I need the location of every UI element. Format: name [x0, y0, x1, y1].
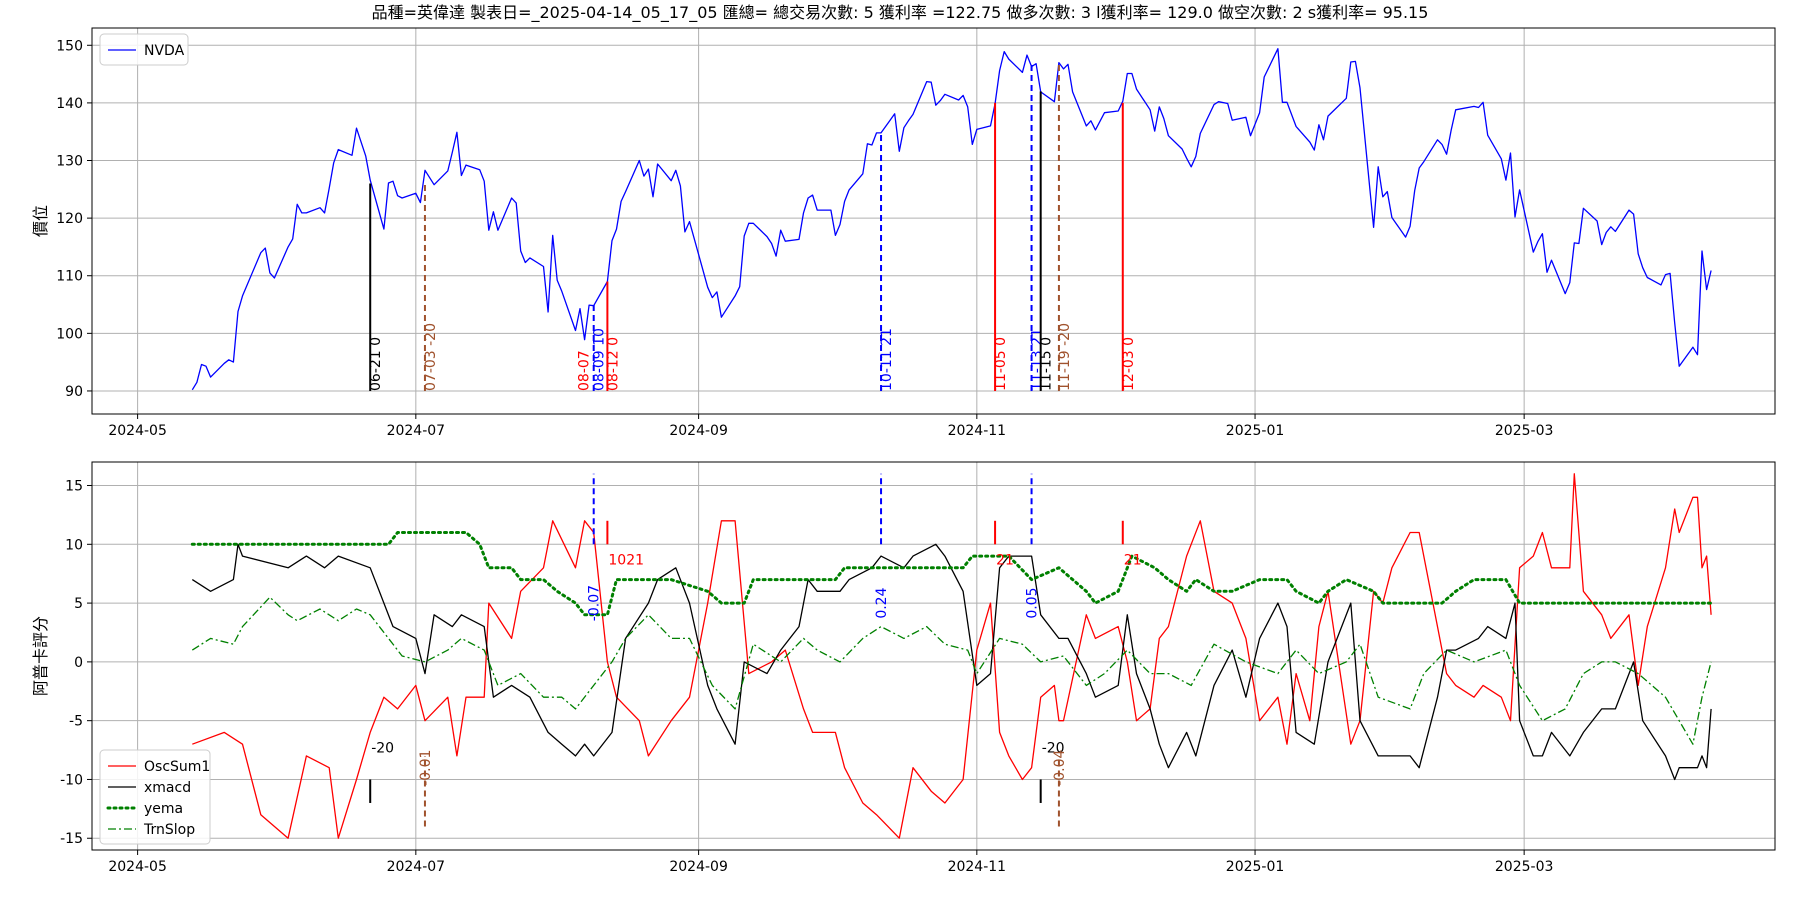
legend-box [99, 749, 211, 845]
y-tick-label: 150 [56, 38, 83, 54]
x-tick-label: 2025-03 [1495, 859, 1554, 875]
series-line-oscsum1 [192, 473, 1712, 839]
trade-marker-label: -20 [371, 740, 394, 756]
series-line-yema [190, 531, 1713, 617]
y-tick-label: 5 [74, 596, 83, 612]
trade-marker-label: -0.01 [418, 750, 434, 786]
score-legend: OscSum1 xmacd yema TrnSlop [99, 749, 211, 845]
score-axis-ticks: 2024-05 2024-07 2024-09 2024-11 2025-01 2025-… [60, 479, 1553, 875]
y-tick-label: -5 [69, 714, 83, 730]
x-tick-label: 2024-07 [387, 423, 446, 439]
legend-label: yema [144, 801, 183, 817]
trade-marker-label: 06-21 0 [368, 337, 384, 391]
price-y-axis-label: 價位 [31, 205, 50, 237]
y-tick-label: 110 [56, 269, 83, 285]
legend-label: OscSum1 [144, 759, 210, 775]
score-grid [92, 462, 1775, 850]
price-plot-frame [91, 27, 1776, 415]
y-tick-label: 15 [65, 479, 83, 495]
trade-marker-label: 0.05 [1025, 588, 1041, 619]
trade-marker-label: 0.24 [874, 587, 890, 618]
legend-label: xmacd [144, 780, 191, 796]
trade-marker-label: 21 [996, 552, 1014, 568]
y-tick-label: 0 [74, 655, 83, 671]
series-line-nvda [191, 48, 1712, 391]
chart-title: 品種=英偉達 製表日=_2025-04-14_05_17_05 匯總= 總交易次… [372, 3, 1429, 23]
x-tick-label: 2024-09 [669, 423, 728, 439]
x-tick-label: 2025-01 [1226, 859, 1285, 875]
x-tick-label: 2024-09 [669, 859, 728, 875]
trade-marker-label: 11-19 -20 [1057, 323, 1073, 391]
legend-box [99, 33, 189, 66]
trade-marker-label: 07-03 -20 [423, 323, 439, 391]
trade-marker-label: 08-07 [577, 350, 593, 391]
x-tick-label: 2024-11 [948, 859, 1007, 875]
y-tick-label: -15 [60, 831, 83, 847]
trade-marker-label: 11-05 0 [993, 337, 1009, 391]
price-legend: NVDA [99, 33, 189, 66]
trade-marker-label: -20 [1042, 740, 1065, 756]
series-line-trnslop [191, 596, 1712, 745]
x-tick-label: 2024-05 [108, 423, 167, 439]
score-series [190, 473, 1713, 839]
y-tick-label: 100 [56, 326, 83, 342]
y-tick-label: 90 [65, 384, 83, 400]
trade-marker-label: 12-03 0 [1121, 337, 1137, 391]
trade-marker-label: 21 [1124, 552, 1142, 568]
price-grid [92, 28, 1775, 414]
x-tick-label: 2024-05 [108, 859, 167, 875]
trade-marker-label: -0.07 [587, 585, 603, 621]
price-series [191, 48, 1712, 391]
y-tick-label: -10 [60, 772, 83, 788]
y-tick-label: 130 [56, 154, 83, 170]
y-tick-label: 140 [56, 96, 83, 112]
trade-marker-label: -0.04 [1052, 750, 1068, 786]
trade-marker-label: 08-12 0 [605, 337, 621, 391]
trade-marker-label: 10-11 21 [879, 328, 895, 391]
x-tick-label: 2025-03 [1495, 423, 1554, 439]
score-y-axis-label: 阿普卡評分 [31, 616, 50, 696]
legend-label: NVDA [144, 43, 185, 59]
trade-marker-label: 11-15 0 [1039, 337, 1055, 391]
x-tick-label: 2024-11 [948, 423, 1007, 439]
y-tick-label: 120 [56, 211, 83, 227]
legend-label: TrnSlop [143, 822, 195, 838]
price-axis-ticks: 2024-05 2024-07 2024-09 2024-11 2025-01 2025-… [56, 38, 1553, 439]
x-tick-label: 2024-07 [387, 859, 446, 875]
y-tick-label: 10 [65, 537, 83, 553]
x-tick-label: 2025-01 [1226, 423, 1285, 439]
score-plot-frame [91, 461, 1776, 851]
trade-marker-label: 08-09 10 [592, 328, 608, 391]
trade-marker-label: 1021 [608, 552, 644, 568]
